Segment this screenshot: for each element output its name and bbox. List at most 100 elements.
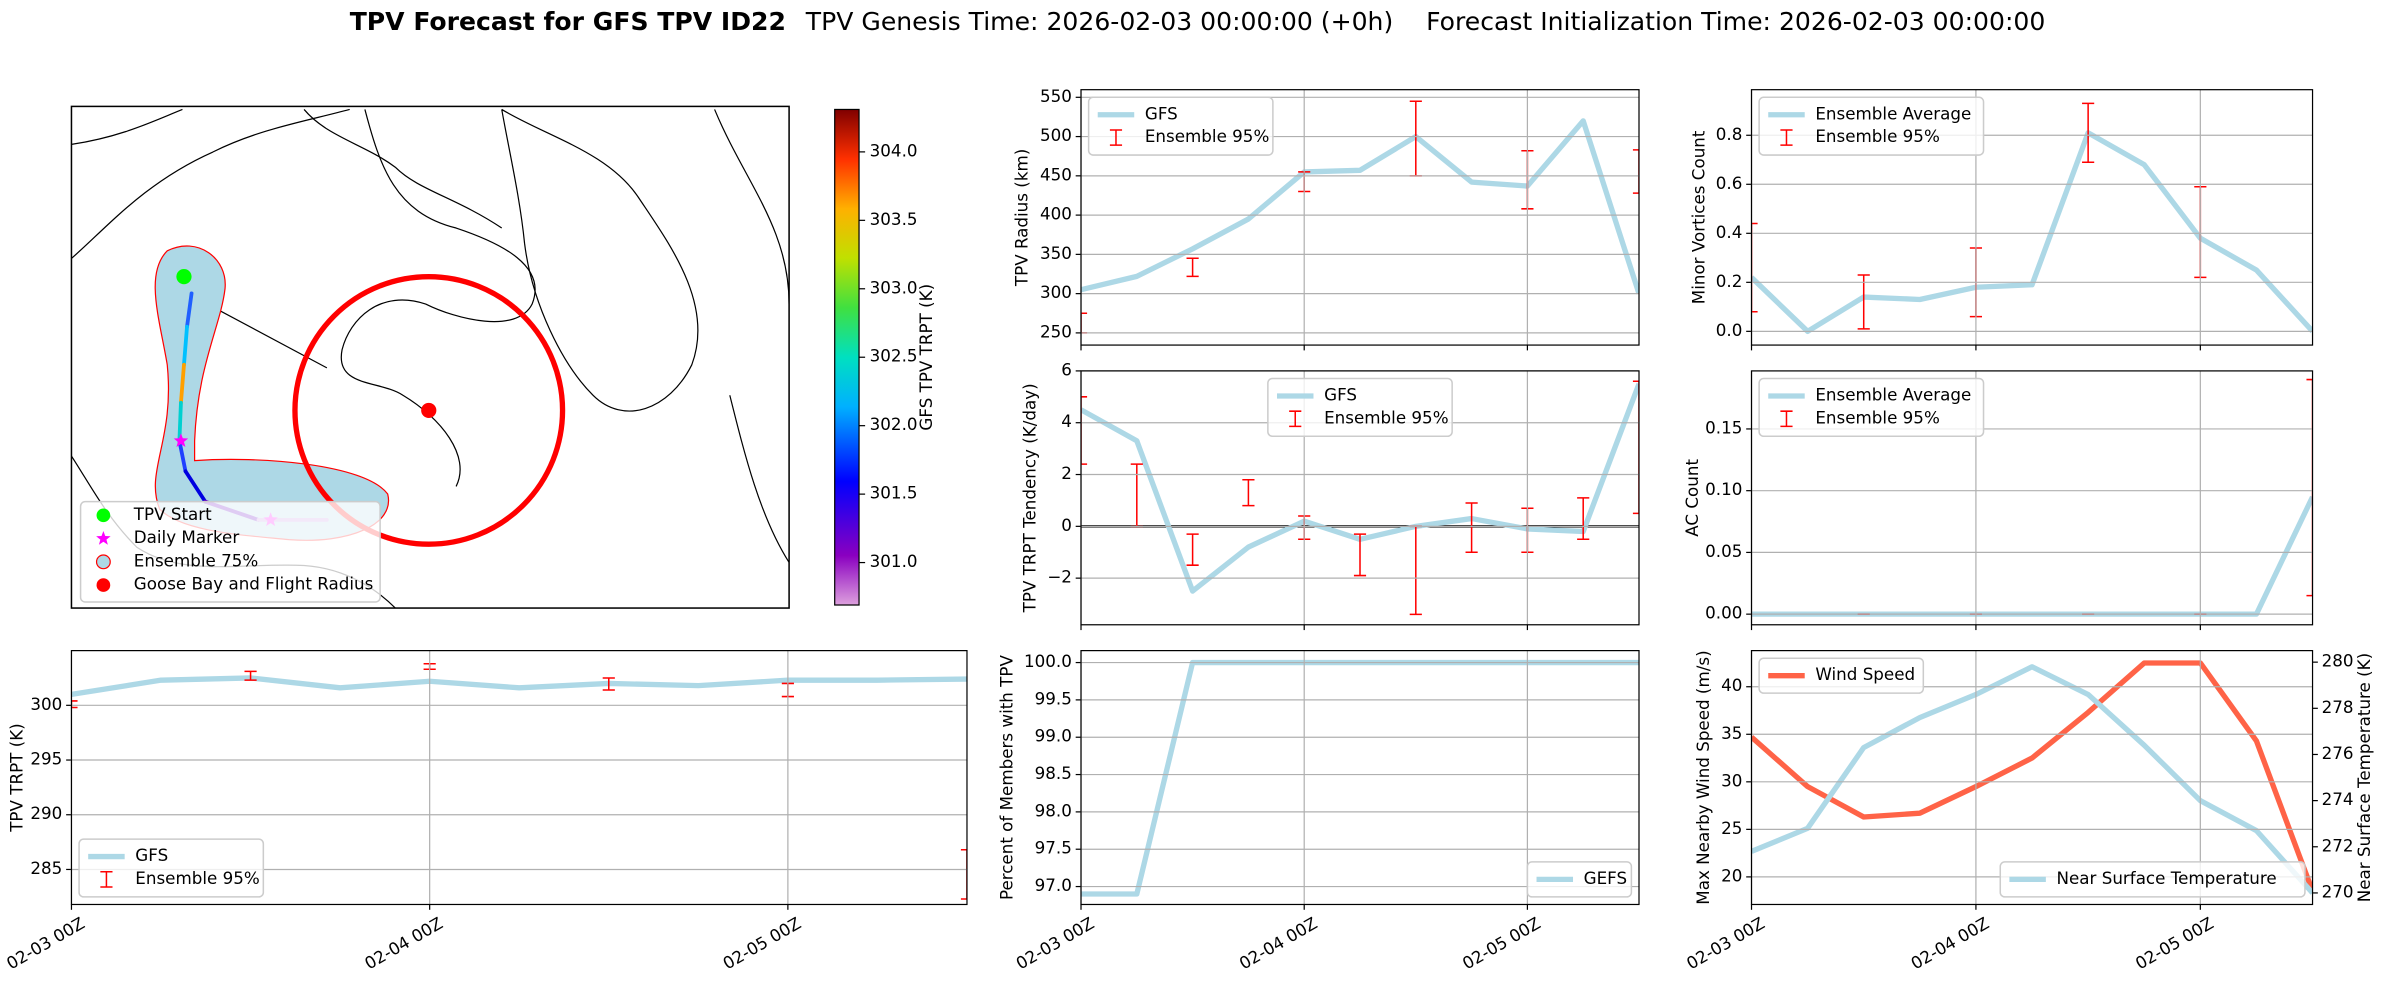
legend-label: Ensemble 75% [134, 550, 258, 570]
y-tick-label: 550 [1040, 86, 1072, 106]
y-tick-label: 98.5 [1035, 763, 1072, 783]
legend-label: GFS [135, 845, 168, 865]
y-axis-label: TPV TRPT (K) [7, 723, 27, 832]
goose-bay [421, 402, 437, 419]
series-line [1751, 660, 2313, 893]
y-tick-label: 4 [1061, 411, 1072, 431]
legend-box [1999, 861, 2306, 898]
error-bar [1186, 533, 1199, 566]
legend-label: Goose Bay and Flight Radius [134, 574, 373, 594]
colorbar-tick-label: 301.5 [870, 483, 918, 503]
y-tick-label: −2 [1047, 567, 1072, 587]
y-tick-label: 97.0 [1035, 875, 1072, 895]
legend-label: Ensemble Average [1815, 384, 1971, 404]
y-tick-label: 25 [1721, 818, 1742, 838]
y2-tick-label: 274 [2322, 789, 2354, 809]
axes-frame [1080, 89, 1640, 346]
colorbar-tick-label: 302.5 [870, 346, 918, 366]
ensemble-area [154, 245, 390, 541]
y-tick-label: 0.4 [1716, 222, 1743, 242]
error-bar [1632, 380, 1639, 515]
error-bar [1577, 497, 1590, 541]
y-tick-label: 300 [30, 694, 62, 714]
y-tick-label: 20 [1721, 865, 1742, 885]
y-tick-label: 99.5 [1035, 688, 1072, 708]
series-line [1081, 118, 1639, 295]
error-bar [1353, 533, 1367, 577]
error-bar [1186, 257, 1199, 278]
legend-marker [95, 554, 111, 570]
legend-label: Ensemble Average [1815, 103, 1971, 123]
y-tick-label: 400 [1040, 204, 1072, 224]
y-tick-label: 0.05 [1705, 541, 1742, 561]
legend-label: Ensemble 95% [1324, 407, 1448, 427]
series-line [71, 675, 967, 698]
y-tick-label: 0.6 [1716, 173, 1743, 193]
daily-marker [173, 433, 189, 447]
track-segment [182, 324, 189, 367]
error-bar [244, 670, 257, 681]
legend-label: Ensemble 95% [1815, 407, 1939, 427]
track-segment [177, 438, 188, 474]
y-tick-label: 2 [1061, 463, 1072, 483]
legend-label: Wind Speed [1815, 664, 1915, 684]
error-bar [1130, 463, 1143, 528]
y-axis-label: Max Nearby Wind Speed (m/s) [1693, 650, 1713, 904]
y-axis-label: TPV Radius (km) [1012, 149, 1032, 287]
error-bar [1465, 502, 1478, 553]
x-tick-label: 02-03 00Z [1683, 913, 1768, 974]
legend-swatch [1780, 410, 1793, 428]
y-tick-label: 98.0 [1035, 800, 1072, 820]
tpv-start [176, 269, 192, 285]
series-line [1751, 495, 2313, 617]
legend-swatch [1780, 129, 1793, 146]
axes-frame [1750, 650, 2314, 906]
track-segment [179, 362, 186, 405]
map-frame [70, 105, 790, 609]
legend-label: TPV Start [133, 504, 212, 524]
legend-label: Daily Marker [134, 527, 240, 547]
y-tick-label: 40 [1721, 675, 1742, 695]
y2-tick-label: 272 [2322, 835, 2354, 855]
legend-swatch [100, 871, 113, 888]
colorbar-tick-label: 303.5 [870, 209, 918, 229]
y2-tick-label: 276 [2322, 743, 2354, 763]
y-tick-label: 0.8 [1716, 124, 1743, 144]
y-axis-label: TPV TRPT Tendency (K/day) [1019, 383, 1039, 613]
y-tick-label: 285 [30, 858, 62, 878]
legend-box [78, 838, 265, 898]
x-tick-label: 02-05 00Z [1459, 913, 1544, 974]
series-line [1751, 130, 2313, 335]
y-tick-label: 290 [30, 803, 62, 823]
y-axis-label: Minor Vortices Count [1688, 130, 1708, 304]
title-genesis: TPV Genesis Time: 2026-02-03 00:00:00 (+… [805, 7, 1393, 36]
legend-swatch [1289, 410, 1302, 428]
axes-frame [1750, 89, 2314, 346]
y-tick-label: 0.10 [1705, 479, 1742, 499]
y-tick-label: 97.5 [1035, 838, 1072, 858]
y2-axis-label: Near Surface Temperature (K) [2354, 653, 2374, 902]
y2-tick-label: 278 [2322, 697, 2354, 717]
colorbar-tick-label: 304.0 [870, 140, 918, 160]
error-bar [71, 700, 78, 709]
error-bar [1751, 222, 1758, 313]
y-tick-label: 0.00 [1705, 603, 1742, 623]
map-legend-box [79, 500, 381, 603]
error-bar [2306, 378, 2313, 597]
legend-marker [96, 578, 111, 592]
track-segment [185, 291, 194, 329]
y-tick-label: 500 [1040, 125, 1072, 145]
legend-label: Ensemble 95% [1815, 126, 1939, 146]
y-axis-label: Percent of Members with TPV [997, 655, 1017, 901]
legend-box [1526, 861, 1633, 898]
error-bar [2082, 102, 2095, 163]
plot-area [1081, 659, 1639, 897]
axes-frame [70, 650, 968, 906]
y2-tick-label: 280 [2322, 651, 2354, 671]
colorbar [834, 108, 860, 606]
y-tick-label: 100.0 [1024, 651, 1072, 671]
legend-box [1758, 657, 1925, 694]
error-bar [1081, 396, 1088, 465]
series-line [1081, 659, 1639, 897]
x-tick-label: 02-04 00Z [1907, 913, 1992, 974]
